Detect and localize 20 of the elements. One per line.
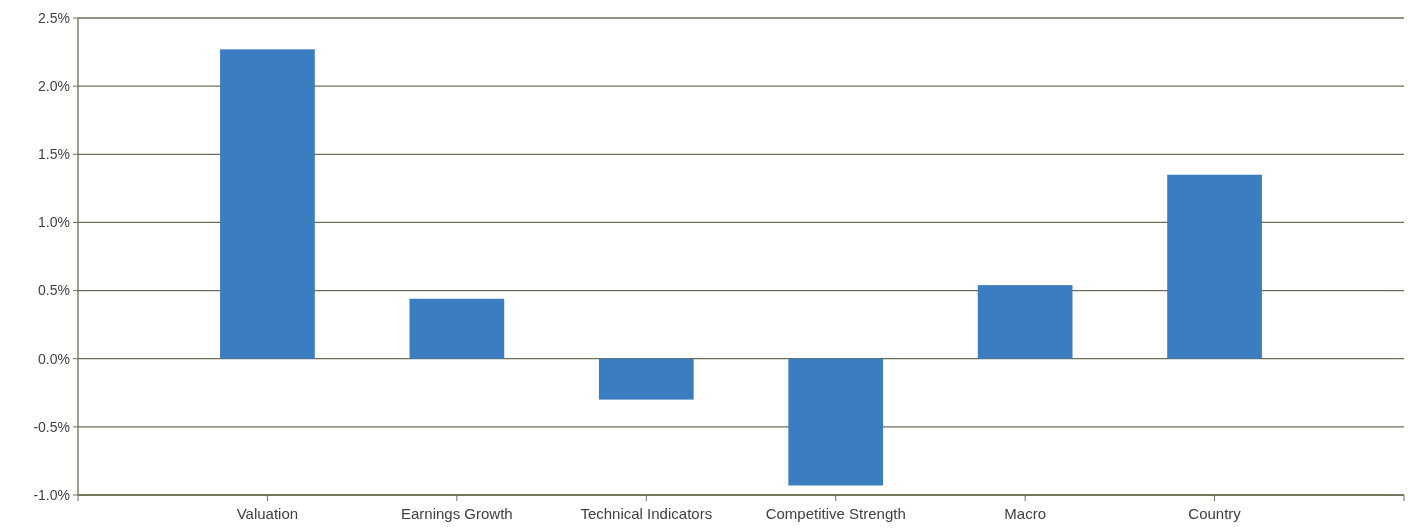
bar — [598, 358, 694, 400]
y-tick-label: -0.5% — [33, 418, 70, 435]
bar — [977, 285, 1073, 359]
bar — [788, 358, 884, 486]
bar — [220, 49, 315, 359]
x-tick-label: Competitive Strength — [765, 505, 906, 522]
bar — [1167, 174, 1262, 359]
x-tick-label: Country — [1188, 505, 1242, 522]
bar — [409, 298, 505, 359]
y-tick-label: 1.0% — [38, 214, 70, 231]
y-tick-label: 2.0% — [38, 78, 70, 95]
y-tick-label: 0.0% — [38, 350, 70, 367]
x-tick-label: Macro — [1004, 505, 1046, 522]
x-tick-label: Valuation — [236, 505, 299, 522]
y-tick-label: 2.5% — [38, 9, 70, 26]
y-tick-label: 0.5% — [38, 282, 70, 299]
x-tick-label: Technical Indicators — [580, 505, 713, 522]
y-tick-label: -1.0% — [33, 486, 70, 503]
x-tick-label: Earnings Growth — [401, 505, 513, 522]
y-tick-label: 1.5% — [38, 146, 70, 163]
